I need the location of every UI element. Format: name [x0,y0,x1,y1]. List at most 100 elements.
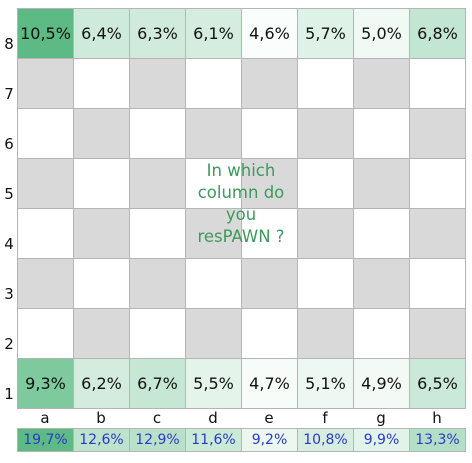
dark-square [297,108,354,159]
file-label: e [264,409,274,427]
column-total-label: 9,9% [363,432,400,448]
center-line: resPAWN ? [197,227,285,246]
light-square [297,158,354,209]
column-total-cell: 9,9% [353,428,410,452]
column-total-cell: 12,6% [73,428,130,452]
rank-label: 1 [4,385,14,403]
heat-cell: 6,3% [129,8,186,59]
dark-square [241,58,298,109]
heat-value-label: 9,3% [25,374,66,393]
heat-cell: 4,9% [353,358,410,409]
column-total-cell: 19,7% [17,428,74,452]
column-total-label: 11,6% [191,432,236,448]
heat-value-label: 6,5% [417,374,458,393]
heat-cell: 6,5% [409,358,466,409]
heat-value-label: 5,1% [305,374,346,393]
file-label: c [152,409,162,427]
file-label: a [40,409,50,427]
rank-label: 3 [4,285,14,303]
light-square [409,158,466,209]
light-square [297,258,354,309]
dark-square [297,308,354,359]
column-total-cell: 12,9% [129,428,186,452]
dark-square [73,308,130,359]
heat-cell: 6,4% [73,8,130,59]
dark-square [241,258,298,309]
heat-cell: 9,3% [17,358,74,409]
column-total-cell: 10,8% [297,428,354,452]
light-square [409,258,466,309]
column-total-cell: 9,2% [241,428,298,452]
heat-value-label: 6,2% [81,374,122,393]
heat-cell: 5,0% [353,8,410,59]
light-square [73,58,130,109]
heat-value-label: 4,9% [361,374,402,393]
heat-cell: 6,7% [129,358,186,409]
dark-square [73,108,130,159]
heat-cell: 4,7% [241,358,298,409]
file-label: g [376,409,386,427]
dark-square [409,108,466,159]
rank-label: 7 [4,85,14,103]
light-square [297,58,354,109]
light-square [17,308,74,359]
rank-label: 2 [4,335,14,353]
center-line: you [225,205,257,224]
heat-cell: 6,1% [185,8,242,59]
heat-value-label: 6,3% [137,24,178,43]
heat-value-label: 5,0% [361,24,402,43]
heat-value-label: 5,5% [193,374,234,393]
file-label: b [96,409,106,427]
dark-square [129,258,186,309]
light-square [17,208,74,259]
light-square [185,58,242,109]
center-line: In which [206,161,276,180]
heat-value-label: 6,1% [193,24,234,43]
heat-value-label: 6,8% [417,24,458,43]
heat-cell: 10,5% [17,8,74,59]
light-square [409,58,466,109]
dark-square [409,308,466,359]
light-square [353,308,410,359]
dark-square [17,58,74,109]
dark-square [409,208,466,259]
light-square [185,158,242,209]
light-square [129,208,186,259]
dark-square [17,158,74,209]
rank-label: 4 [4,235,14,253]
heat-cell: 5,7% [297,8,354,59]
light-square [241,308,298,359]
light-square [129,308,186,359]
light-square [185,258,242,309]
dark-square [185,108,242,159]
column-total-cell: 11,6% [185,428,242,452]
column-total-label: 10,8% [303,432,348,448]
file-label: d [208,409,218,427]
heat-value-label: 4,6% [249,24,290,43]
dark-square [129,158,186,209]
heat-cell: 6,8% [409,8,466,59]
heat-cell: 4,6% [241,8,298,59]
dark-square [129,58,186,109]
center-question: In which column do you resPAWN ? [185,160,297,248]
file-label: h [432,409,442,427]
dark-square [185,308,242,359]
light-square [241,108,298,159]
light-square [353,108,410,159]
column-total-cell: 13,3% [409,428,466,452]
light-square [17,108,74,159]
heat-value-label: 6,4% [81,24,122,43]
heat-cell: 5,1% [297,358,354,409]
light-square [73,258,130,309]
heat-value-label: 10,5% [20,24,71,43]
column-total-label: 9,2% [251,432,288,448]
heat-cell: 6,2% [73,358,130,409]
heat-value-label: 5,7% [305,24,346,43]
heat-value-label: 6,7% [137,374,178,393]
light-square [129,108,186,159]
dark-square [73,208,130,259]
column-total-label: 13,3% [415,432,460,448]
dark-square [17,258,74,309]
file-label: f [322,409,328,427]
